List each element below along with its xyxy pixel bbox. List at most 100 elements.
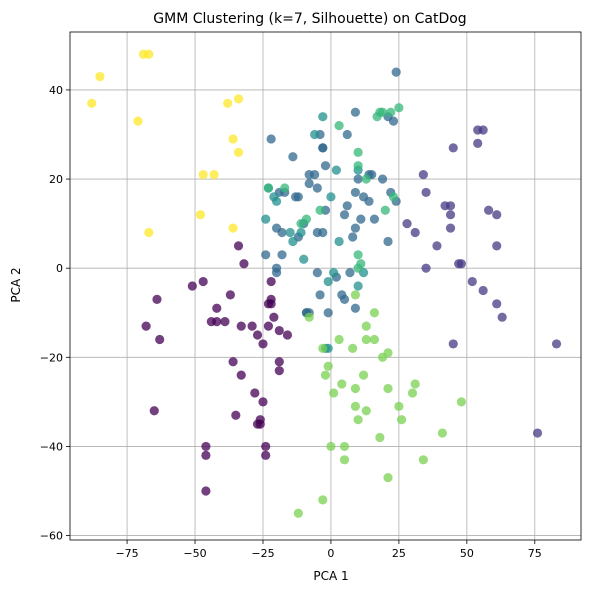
scatter-point <box>448 339 458 349</box>
scatter-point <box>236 370 246 380</box>
scatter-point <box>198 169 208 180</box>
scatter-point <box>353 281 363 291</box>
scatter-point <box>375 432 385 443</box>
scatter-point <box>274 366 284 376</box>
scatter-point <box>187 281 197 291</box>
scatter-point <box>369 214 380 224</box>
x-tick-label: 50 <box>460 547 474 560</box>
scatter-point <box>195 210 206 220</box>
scatter-point <box>212 317 222 327</box>
scatter-point <box>274 357 284 367</box>
scatter-point <box>318 112 328 122</box>
scatter-point <box>233 241 244 251</box>
scatter-point <box>266 299 276 309</box>
scatter-point <box>296 227 306 238</box>
scatter-point <box>87 98 97 108</box>
scatter-point <box>331 165 341 175</box>
scatter-point <box>269 312 279 322</box>
scatter-point <box>133 116 143 126</box>
scatter-point <box>209 169 219 180</box>
scatter-point <box>391 67 401 77</box>
scatter-point <box>418 455 428 465</box>
scatter-point <box>263 321 274 331</box>
scatter-point <box>233 147 244 157</box>
scatter-point <box>380 205 390 215</box>
scatter-point <box>348 343 358 353</box>
scatter-point <box>473 125 483 135</box>
scatter-point <box>220 317 230 327</box>
scatter-point <box>440 201 450 211</box>
scatter-point <box>271 268 282 278</box>
scatter-point <box>323 361 333 371</box>
scatter-point <box>410 227 420 238</box>
scatter-point <box>377 174 388 184</box>
scatter-point <box>532 428 543 438</box>
scatter-point <box>201 441 211 452</box>
scatter-point <box>252 330 263 340</box>
scatter-point <box>144 227 154 238</box>
scatter-point <box>337 379 347 389</box>
scatter-point <box>198 276 208 287</box>
scatter-point <box>239 259 249 269</box>
scatter-point <box>312 183 322 193</box>
x-tick-label: 0 <box>327 547 334 560</box>
scatter-point <box>492 210 502 220</box>
scatter-point <box>497 312 507 322</box>
scatter-point <box>339 455 350 465</box>
scatter-point <box>492 241 502 251</box>
scatter-point <box>334 120 344 131</box>
scatter-point <box>271 196 282 206</box>
scatter-point <box>236 321 246 331</box>
scatter-point <box>350 401 360 411</box>
scatter-point <box>285 227 295 238</box>
scatter-point <box>315 290 325 300</box>
scatter-point <box>421 263 431 273</box>
scatter-point <box>437 428 447 438</box>
scatter-point <box>261 441 271 452</box>
scatter-point <box>223 98 233 108</box>
scatter-point <box>228 223 238 233</box>
scatter-point <box>334 334 344 345</box>
scatter-point <box>326 192 336 202</box>
scatter-point <box>383 383 393 394</box>
plot-frame <box>69 31 582 541</box>
scatter-point <box>339 210 350 220</box>
scatter-point <box>353 147 363 157</box>
scatter-point <box>258 397 268 407</box>
scatter-point <box>394 103 404 113</box>
y-tick-label: −20 <box>40 351 63 364</box>
scatter-point <box>293 192 303 202</box>
scatter-point <box>388 116 399 126</box>
scatter-point <box>388 192 399 202</box>
scatter-point <box>274 325 284 336</box>
scatter-point <box>353 263 363 273</box>
x-axis-ticks: −75 −50 −25 0 25 50 75 <box>115 540 542 560</box>
scatter-point <box>141 321 151 331</box>
scatter-point <box>407 388 418 398</box>
scatter-point <box>318 343 328 353</box>
scatter-point <box>250 388 260 398</box>
scatter-point <box>394 401 404 411</box>
scatter-point <box>247 321 257 331</box>
x-axis-label: PCA 1 <box>313 569 348 583</box>
scatter-point <box>155 334 165 345</box>
scatter-point <box>304 312 314 322</box>
scatter-point <box>353 250 363 260</box>
scatter-point <box>350 383 360 394</box>
scatter-point <box>361 174 371 184</box>
scatter-point <box>383 348 393 358</box>
y-tick-label: 20 <box>49 173 63 186</box>
scatter-point <box>410 379 420 389</box>
scatter-point <box>386 107 396 117</box>
x-tick-label: −25 <box>251 547 274 560</box>
scatter-point <box>342 201 352 211</box>
scatter-point <box>342 129 352 140</box>
scatter-point <box>212 303 222 313</box>
scatter-point <box>310 169 320 180</box>
scatter-point <box>473 138 483 149</box>
scatter-point <box>280 183 290 193</box>
y-tick-label: −60 <box>40 530 63 543</box>
scatter-point <box>258 339 268 349</box>
scatter-point <box>326 441 336 452</box>
